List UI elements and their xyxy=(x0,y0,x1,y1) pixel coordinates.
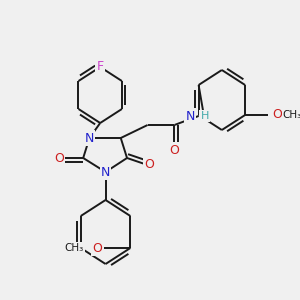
Text: O: O xyxy=(145,158,154,172)
Text: N: N xyxy=(85,131,94,145)
Text: O: O xyxy=(54,152,64,164)
Text: N: N xyxy=(101,166,110,178)
Text: CH₃: CH₃ xyxy=(64,243,84,253)
Text: O: O xyxy=(169,143,179,157)
Text: CH₃: CH₃ xyxy=(283,110,300,120)
Text: N: N xyxy=(186,110,195,122)
Text: H: H xyxy=(200,111,209,121)
Text: F: F xyxy=(97,61,104,74)
Text: O: O xyxy=(272,109,282,122)
Text: O: O xyxy=(92,242,102,254)
